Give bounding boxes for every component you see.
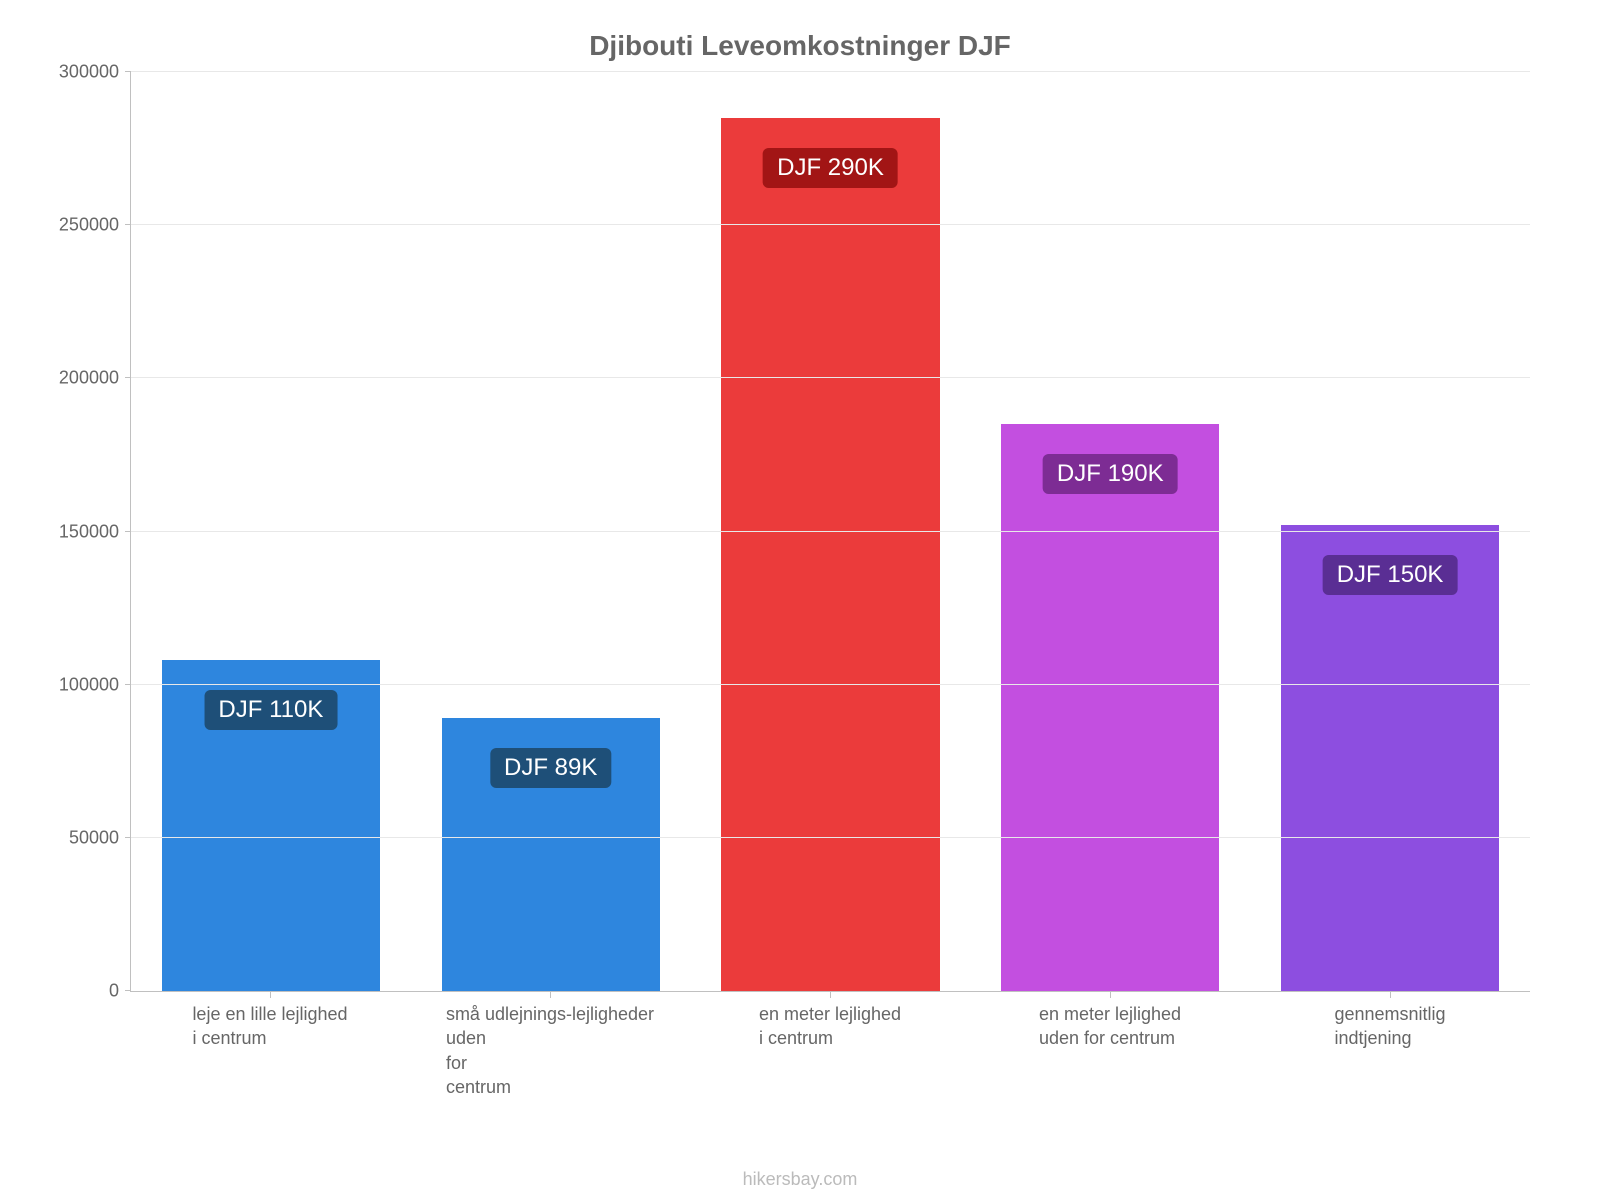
x-tick-mark [270, 992, 271, 998]
x-axis-label: leje en lille lejlighed i centrum [192, 992, 347, 1099]
x-tick-mark [1390, 992, 1391, 998]
bar-value-label: DJF 290K [763, 148, 898, 188]
x-axis-labels: leje en lille lejlighed i centrum små udl… [130, 992, 1530, 1099]
gridline [131, 837, 1530, 838]
y-tick-label: 250000 [59, 215, 131, 236]
bars-row: DJF 110K DJF 89K DJF 290K DJF 190K DJF 150K [131, 72, 1530, 991]
gridline [131, 531, 1530, 532]
attribution-text: hikersbay.com [40, 1169, 1560, 1190]
x-axis-label: små udlejnings-lejligheder uden for cent… [446, 992, 654, 1099]
y-tick-label: 200000 [59, 368, 131, 389]
bar-slot: DJF 290K [691, 72, 971, 991]
x-tick-mark [550, 992, 551, 998]
chart-title: Djibouti Leveomkostninger DJF [40, 30, 1560, 62]
y-tick-label: 0 [109, 981, 131, 1002]
bar-slot: DJF 150K [1250, 72, 1530, 991]
gridline [131, 71, 1530, 72]
bar-slot: DJF 190K [970, 72, 1250, 991]
x-axis-label: en meter lejlighed i centrum [759, 992, 901, 1099]
gridline [131, 377, 1530, 378]
bar: DJF 150K [1281, 525, 1499, 991]
x-axis-label: gennemsnitlig indtjening [1334, 992, 1445, 1099]
gridline [131, 684, 1530, 685]
bar-slot: DJF 89K [411, 72, 691, 991]
bar: DJF 89K [442, 718, 660, 991]
x-label-slot: små udlejnings-lejligheder uden for cent… [410, 992, 690, 1099]
chart-container: Djibouti Leveomkostninger DJF DJF 110KDJ… [0, 0, 1600, 1200]
bar: DJF 190K [1001, 424, 1219, 991]
x-axis-label: en meter lejlighed uden for centrum [1039, 992, 1181, 1099]
y-tick-label: 150000 [59, 521, 131, 542]
x-tick-mark [830, 992, 831, 998]
bar-value-label: DJF 89K [490, 748, 611, 788]
bar-value-label: DJF 150K [1323, 555, 1458, 595]
bar-value-label: DJF 110K [204, 690, 337, 730]
bar: DJF 110K [162, 660, 380, 991]
bar-slot: DJF 110K [131, 72, 411, 991]
y-tick-label: 100000 [59, 674, 131, 695]
bar: DJF 290K [721, 118, 939, 991]
bar-value-label: DJF 190K [1043, 454, 1178, 494]
gridline [131, 224, 1530, 225]
x-label-slot: leje en lille lejlighed i centrum [130, 992, 410, 1099]
y-tick-label: 300000 [59, 62, 131, 83]
plot-area: DJF 110KDJF 89KDJF 290KDJF 190KDJF 150K … [130, 72, 1530, 992]
x-label-slot: en meter lejlighed uden for centrum [970, 992, 1250, 1099]
y-tick-label: 50000 [69, 827, 131, 848]
x-label-slot: en meter lejlighed i centrum [690, 992, 970, 1099]
x-label-slot: gennemsnitlig indtjening [1250, 992, 1530, 1099]
x-tick-mark [1110, 992, 1111, 998]
